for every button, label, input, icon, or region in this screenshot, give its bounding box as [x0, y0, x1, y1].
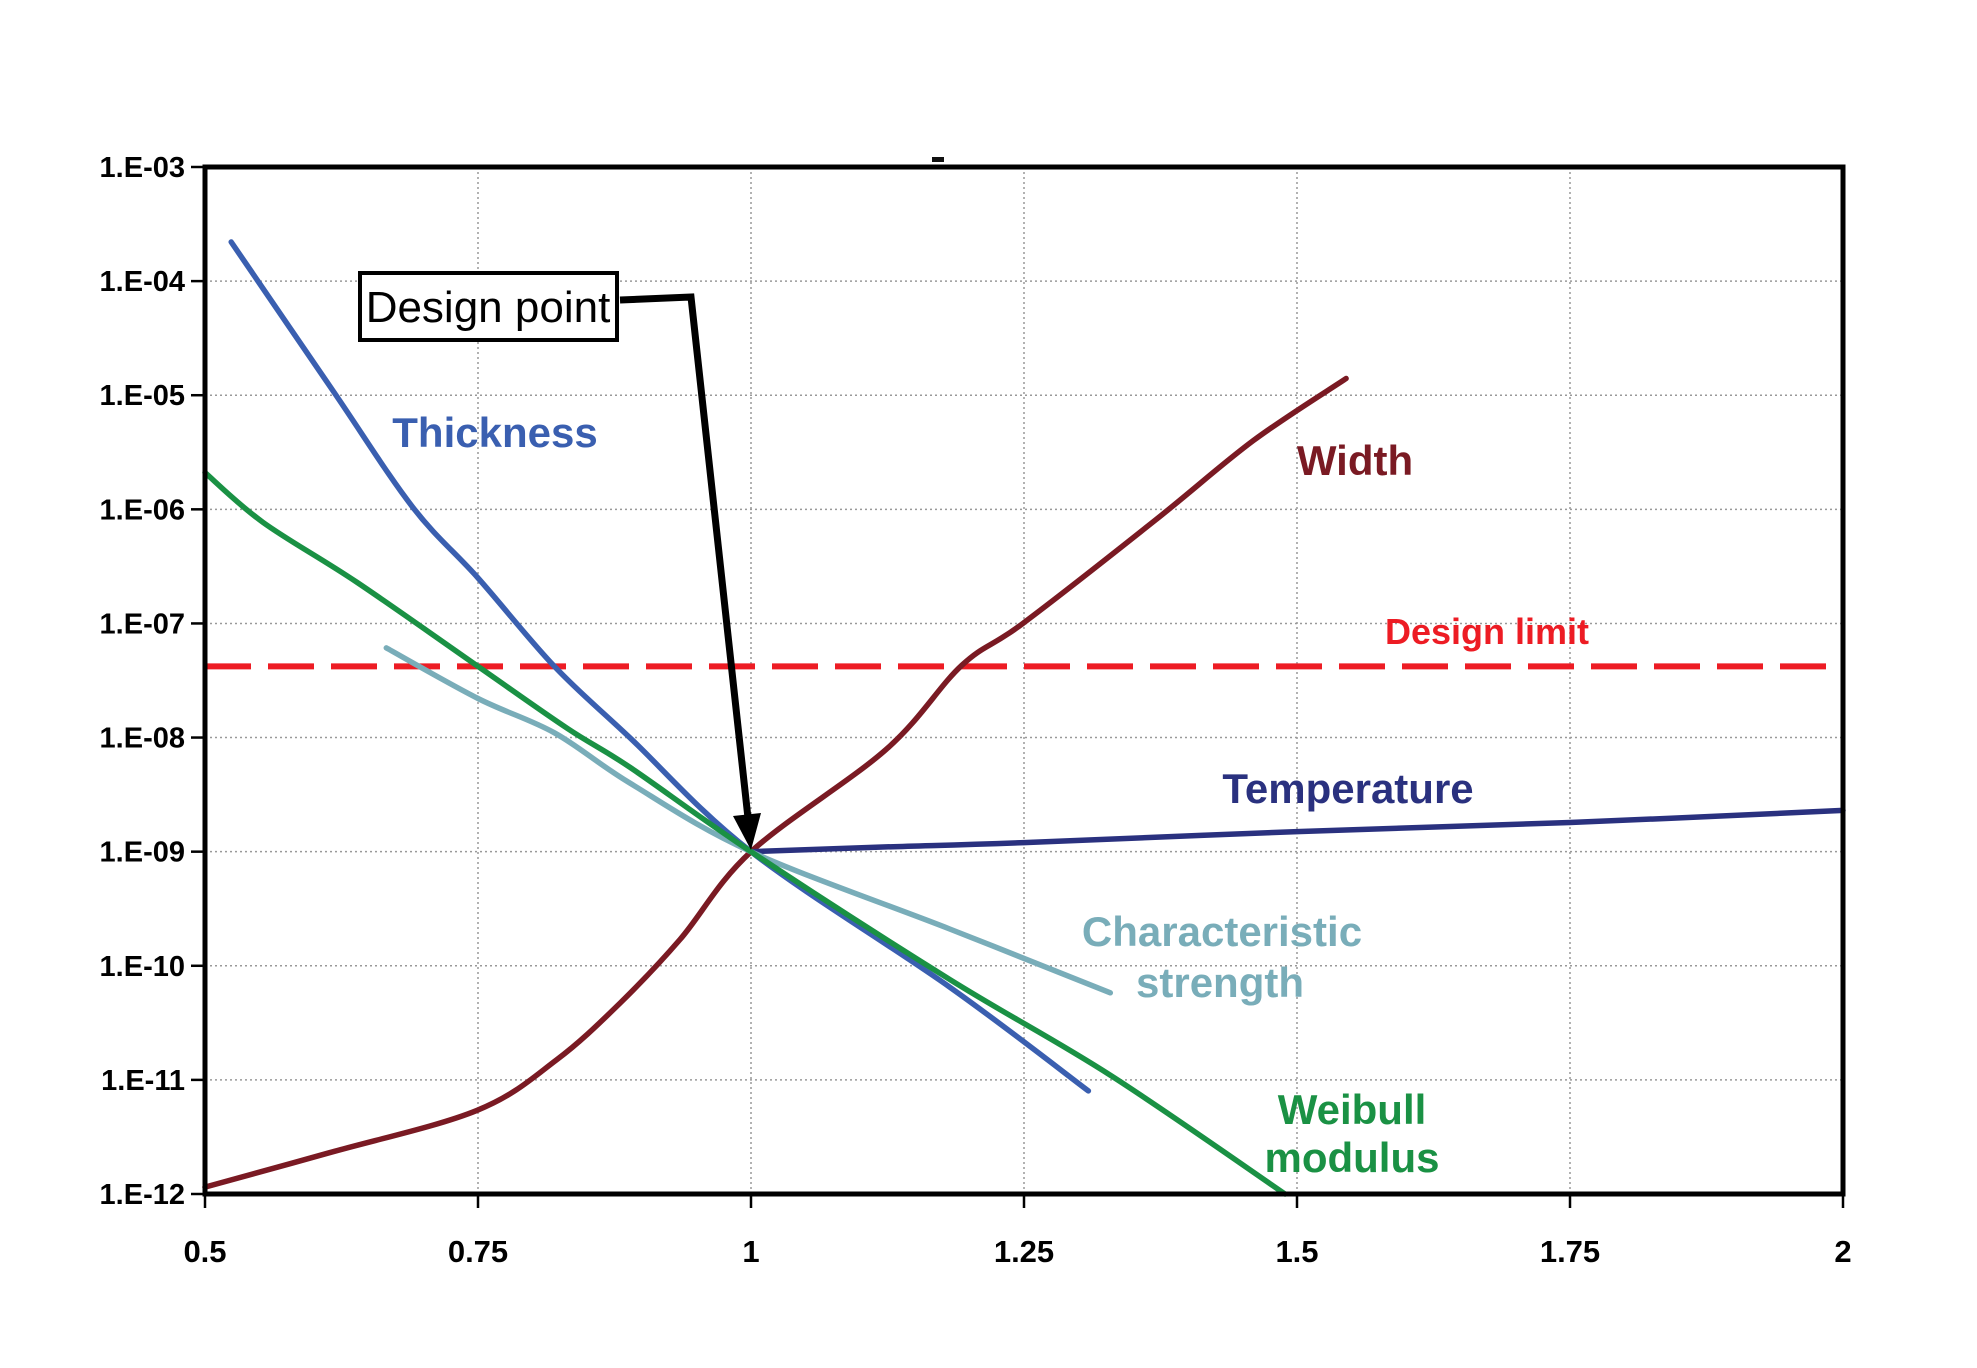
width-curve	[202, 375, 1349, 1190]
x-tick-label-1.75: 1.75	[1540, 1234, 1600, 1269]
design-point-box	[358, 271, 619, 342]
gridlines	[205, 167, 1843, 1194]
artifact-mark	[932, 157, 944, 162]
weibull-modulus-label-line1: Weibull	[1278, 1086, 1427, 1133]
y-tick-label-1.E-05: 1.E-05	[100, 380, 185, 412]
x-tick-label-1.25: 1.25	[994, 1234, 1054, 1269]
x-tick-label-2: 2	[1834, 1234, 1851, 1269]
x-tick-label-0.75: 0.75	[448, 1234, 508, 1269]
thickness-label: Thickness	[392, 409, 597, 456]
plot-frame	[202, 164, 1846, 1197]
x-tick-label-1: 1	[742, 1234, 759, 1269]
design-limit-label: Design limit	[1385, 611, 1589, 652]
design-point-annotation: Design point	[358, 271, 761, 850]
series-labels: Thickness Width Temperature Characteristics…	[392, 409, 1589, 1181]
characteristic-strength-label-line1: Characteristic	[1082, 908, 1362, 955]
temperature-label: Temperature	[1222, 765, 1473, 812]
axis-tick-labels: 0.5 0.75 1 1.25 1.5 1.75 2 1.E-03 1.E-04 1.E-05 1.…	[100, 152, 1852, 1269]
characteristic-strength-curve	[383, 645, 1114, 996]
x-tick-label-1.5: 1.5	[1275, 1234, 1318, 1269]
y-tick-label-1.E-09: 1.E-09	[100, 837, 185, 869]
thickness-curve	[228, 239, 1092, 1094]
y-tick-label-1.E-12: 1.E-12	[100, 1179, 185, 1211]
weibull-modulus-curve	[202, 469, 1288, 1197]
design-point-label: Design point	[366, 283, 611, 332]
width-label: Width	[1297, 437, 1413, 484]
y-tick-label-1.E-06: 1.E-06	[100, 494, 185, 526]
series-curves	[202, 239, 1846, 1197]
y-tick-label-1.E-07: 1.E-07	[100, 608, 185, 640]
y-tick-label-1.E-11: 1.E-11	[101, 1065, 185, 1097]
y-tick-label-1.E-10: 1.E-10	[100, 951, 185, 983]
x-tick-label-0.5: 0.5	[183, 1234, 226, 1269]
design-point-arrow-shaft	[619, 293, 752, 819]
temperature-curve	[748, 807, 1846, 855]
design-point-arrowhead	[733, 813, 761, 850]
weibull-modulus-label-line2: modulus	[1265, 1134, 1440, 1181]
y-tick-label-1.E-08: 1.E-08	[100, 723, 185, 755]
y-tick-label-1.E-04: 1.E-04	[100, 266, 185, 298]
y-tick-label-1.E-03: 1.E-03	[100, 152, 185, 184]
characteristic-strength-label-line2: strength	[1136, 959, 1304, 1006]
